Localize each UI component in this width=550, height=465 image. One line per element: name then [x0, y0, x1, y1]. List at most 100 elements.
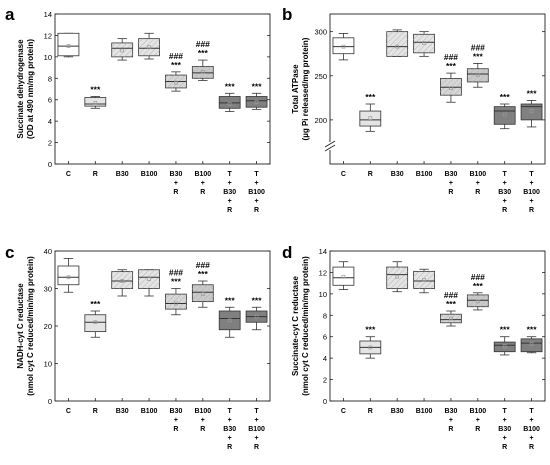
box-body — [245, 96, 268, 108]
box-2: *** — [84, 85, 107, 109]
mean-marker — [368, 116, 373, 120]
box-hatch — [138, 38, 160, 56]
x-tick-label: T + B100 + R — [523, 171, 540, 214]
box-hatch — [386, 267, 408, 289]
y-axis-label: (nmol cyt C reduced/min/mg protein) — [26, 256, 35, 396]
y-axis-label: Succinate-cyt C reductase — [291, 275, 300, 376]
box-body — [332, 266, 355, 286]
x-tick-label: B30 + R — [170, 171, 183, 196]
mean-marker — [422, 41, 426, 45]
x-tick-label: R — [93, 408, 98, 415]
significance-label: *** — [225, 295, 236, 305]
significance-label: *** — [500, 325, 511, 335]
box-hatch — [192, 66, 214, 79]
box-hatch — [413, 271, 435, 289]
significance-label: *** — [446, 299, 457, 309]
mean-marker — [341, 44, 346, 49]
mean-marker — [475, 73, 480, 77]
significance-label: *** — [527, 88, 538, 98]
x-tick-label: C — [66, 408, 71, 415]
box-6: ***### — [191, 260, 214, 308]
x-tick-label: B100 — [416, 171, 433, 178]
panel-label: c — [5, 243, 14, 262]
significance-label: *** — [198, 269, 209, 279]
box-body — [520, 103, 543, 121]
y-tick-label: 10 — [319, 290, 327, 299]
box-4 — [413, 268, 435, 294]
significance-label: *** — [527, 325, 538, 335]
y-tick-label: 6 — [48, 96, 52, 105]
significance-label: *** — [500, 92, 511, 102]
axis-break-mark — [324, 144, 336, 152]
box-3 — [111, 269, 134, 297]
x-tick-label: T + B100 + R — [248, 171, 265, 214]
y-axis-label: Succinate dehydrogenase — [16, 39, 25, 139]
mean-marker — [147, 277, 151, 281]
panel-c: c 0 10 20 30 40 NADH-cyt C reductase (nmol cyt … — [5, 243, 271, 451]
box-2: *** — [359, 92, 382, 132]
box-5: ***### — [165, 268, 187, 316]
box-5: ***### — [440, 52, 462, 103]
x-tick-label: B100 + R — [194, 171, 211, 196]
mean-marker — [475, 299, 480, 304]
x-tick-label: B30 — [391, 408, 404, 415]
box-hatch — [165, 294, 187, 310]
box-6: ***### — [466, 272, 489, 311]
significance-label: *** — [90, 85, 101, 95]
significance-label: *** — [365, 92, 376, 102]
y-tick-label: 0 — [48, 160, 52, 169]
y-tick-label: 4 — [323, 354, 327, 363]
mean-marker — [422, 278, 426, 282]
x-tick-label: B100 + R — [469, 171, 486, 196]
mean-marker — [395, 44, 400, 49]
plot-frame — [54, 13, 271, 165]
box-hatch — [467, 294, 489, 307]
significance-label: ### — [196, 260, 210, 270]
x-tick-label: T + B30 + R — [223, 171, 236, 214]
mean-marker — [529, 109, 534, 113]
box-body — [493, 341, 516, 353]
significance-label: *** — [252, 295, 263, 305]
significance-label: ### — [471, 272, 485, 282]
y-tick-label: 6 — [323, 333, 327, 342]
box-3 — [386, 29, 409, 57]
y-axis-label: (nmol cyt C reduced/min/mg protein) — [301, 256, 310, 396]
mean-marker — [200, 292, 205, 296]
significance-label: *** — [473, 281, 484, 291]
box-4 — [413, 31, 435, 57]
significance-label: ### — [196, 39, 210, 49]
mean-marker — [395, 274, 400, 279]
box-7: *** — [493, 92, 516, 130]
box-body — [84, 97, 107, 107]
y-tick-label: 8 — [323, 311, 327, 320]
axis-break-mark — [324, 140, 336, 148]
mean-marker — [66, 44, 71, 48]
box-8: *** — [245, 81, 268, 110]
box-body — [57, 265, 80, 286]
significance-label: *** — [365, 325, 376, 335]
plot-frame — [329, 13, 546, 165]
x-tick-label: C — [66, 171, 71, 178]
mean-marker — [254, 100, 259, 104]
y-tick-label: 250 — [314, 72, 327, 81]
significance-label: *** — [171, 60, 182, 70]
x-tick-label: C — [341, 171, 346, 178]
x-tick-label: R — [368, 171, 373, 178]
box-7: *** — [218, 295, 241, 338]
box-1 — [332, 261, 355, 290]
box-2: *** — [84, 299, 107, 338]
y-tick-label: 0 — [48, 397, 52, 406]
y-tick-label: 10 — [44, 53, 52, 62]
box-7: *** — [493, 325, 516, 356]
x-tick-label: B30 — [116, 408, 129, 415]
box-hatch — [111, 42, 133, 57]
x-tick-label: B100 — [416, 408, 433, 415]
x-tick-label: R — [368, 408, 373, 415]
box-hatch — [386, 31, 408, 57]
box-7: *** — [218, 81, 241, 112]
y-tick-label: 14 — [44, 10, 52, 19]
mean-marker — [93, 101, 98, 105]
significance-label: *** — [252, 81, 263, 91]
mean-marker — [341, 274, 346, 279]
